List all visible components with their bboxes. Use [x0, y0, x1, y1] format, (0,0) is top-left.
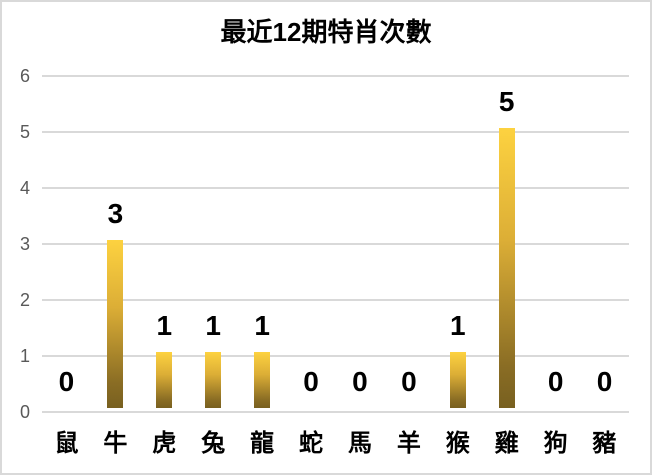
- x-axis-label-猴: 猴: [445, 430, 470, 457]
- x-axis-label-雞: 雞: [494, 430, 519, 457]
- data-label-虎: 1: [156, 310, 173, 341]
- gridline-y6: [42, 75, 629, 77]
- data-label-雞: 5: [498, 86, 515, 117]
- data-label-兔: 1: [205, 310, 221, 341]
- data-label-蛇: 0: [303, 366, 319, 397]
- y-axis-tick-label: 3: [19, 234, 30, 254]
- x-axis-label-虎: 虎: [152, 430, 177, 457]
- y-axis-tick-label: 6: [19, 66, 30, 86]
- data-label-牛: 3: [107, 198, 124, 229]
- gridline-y1: [42, 355, 629, 357]
- category-column-狗: 0: [531, 2, 580, 473]
- data-label-狗: 0: [547, 366, 564, 397]
- x-axis-label-鼠: 鼠: [54, 430, 79, 457]
- gridline-y4: [42, 187, 629, 189]
- category-column-鼠: 0: [42, 2, 91, 473]
- x-axis-label-馬: 馬: [347, 430, 372, 457]
- bar-牛: [107, 240, 124, 408]
- category-column-猴: 1: [433, 2, 482, 473]
- bar-虎: [156, 352, 173, 408]
- x-axis-label-蛇: 蛇: [299, 430, 324, 457]
- x-axis-label-狗: 狗: [543, 430, 568, 457]
- bar-龍: [254, 352, 271, 408]
- bar-雞: [498, 128, 515, 408]
- y-axis-tick-label: 0: [19, 402, 30, 422]
- data-label-龍: 1: [254, 310, 270, 341]
- data-label-猴: 1: [449, 310, 466, 341]
- category-column-豬: 0: [580, 2, 629, 473]
- category-column-牛: 3: [91, 2, 140, 473]
- x-axis-label-羊: 羊: [396, 430, 421, 457]
- y-axis-tick-label: 2: [19, 290, 30, 310]
- category-column-龍: 1: [238, 2, 287, 473]
- data-label-馬: 0: [352, 366, 368, 397]
- category-column-虎: 1: [140, 2, 189, 473]
- x-axis-label-牛: 牛: [103, 430, 128, 457]
- chart-title: 最近12期特肖次數: [220, 17, 432, 47]
- gridline-y3: [42, 243, 629, 245]
- y-axis-tick-label: 5: [19, 122, 30, 142]
- bar-猴: [449, 352, 466, 408]
- x-axis-label-龍: 龍: [250, 430, 275, 457]
- data-label-鼠: 0: [58, 366, 75, 397]
- category-column-馬: 0: [336, 2, 385, 473]
- bar-兔: [205, 352, 222, 408]
- category-column-羊: 0: [384, 2, 433, 473]
- category-column-雞: 5: [482, 2, 531, 473]
- y-axis-tick-label: 4: [19, 178, 30, 198]
- data-label-豬: 0: [596, 366, 613, 397]
- category-column-蛇: 0: [287, 2, 336, 473]
- gridline-y0: [42, 411, 629, 413]
- data-label-羊: 0: [401, 366, 417, 397]
- gridline-y5: [42, 131, 629, 133]
- category-column-兔: 1: [189, 2, 238, 473]
- y-axis-tick-label: 1: [19, 346, 30, 366]
- x-axis-label-豬: 豬: [592, 430, 617, 457]
- gridline-y2: [42, 299, 629, 301]
- x-axis-label-兔: 兔: [201, 430, 226, 457]
